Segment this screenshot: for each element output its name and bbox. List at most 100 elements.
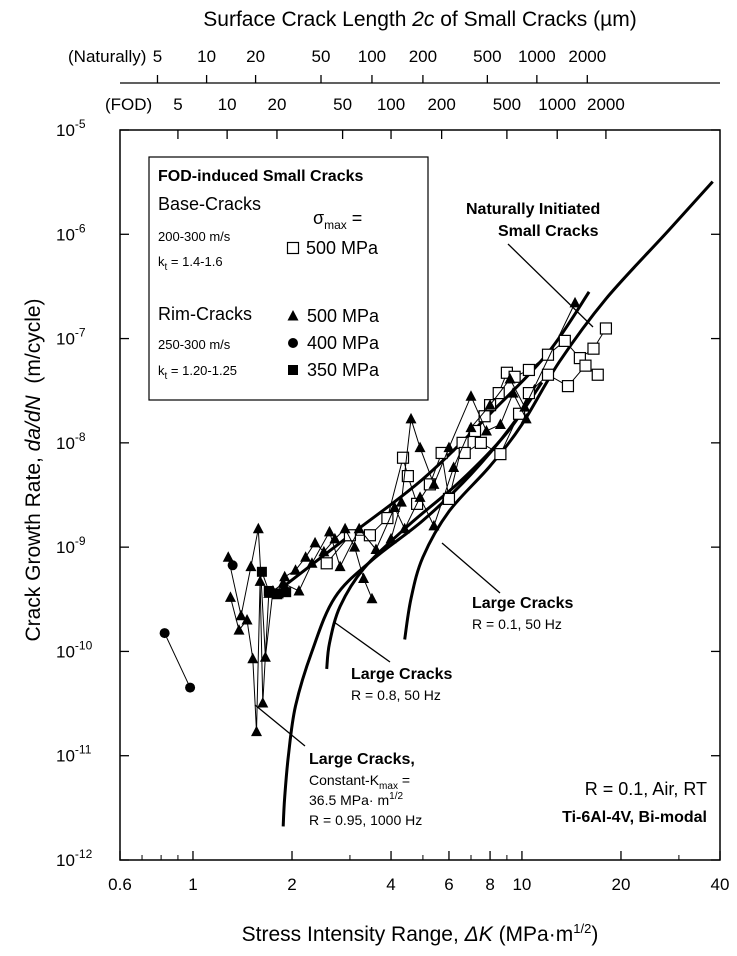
legend-rim-stress-400: 400 MPa [307, 333, 380, 353]
x-tick-label: 20 [612, 875, 631, 894]
point-filled-triangle [323, 525, 335, 537]
x-axis-ticks: 0.6 1 2 4 6 8 10 20 40 [108, 851, 729, 894]
annotation-large1-cond: R = 0.1, 50 Hz [472, 616, 562, 632]
top-fod-tick-label: 100 [377, 95, 405, 114]
point-filled-triangle [279, 570, 291, 582]
point-filled-triangle [233, 624, 245, 635]
annotation-large2-cond: R = 0.8, 50 Hz [351, 687, 441, 703]
legend-rim-kt: kt = 1.20-1.25 [158, 363, 237, 382]
point-open-square [320, 557, 333, 570]
top-natural-tick-label: 2000 [568, 47, 606, 66]
x-tick-label: 1 [188, 875, 197, 894]
x-tick-label: 4 [386, 875, 395, 894]
curve-line [403, 180, 714, 640]
top-natural-tick-label: 100 [358, 47, 386, 66]
point-open-square [363, 529, 377, 542]
point-filled-triangle [334, 560, 346, 572]
top-fod-tick-label: 500 [493, 95, 521, 114]
y-tick-label: 10-8 [56, 430, 86, 453]
top-axis-naturally-label: (Naturally) [68, 47, 146, 66]
point-filled-triangle [224, 591, 236, 602]
point-filled-triangle [443, 441, 455, 453]
point-filled-triangle [405, 412, 417, 424]
material-name: Ti-6Al-4V, Bi-modal [562, 809, 707, 826]
legend-marker-open-square [286, 241, 300, 255]
point-filled-triangle [480, 424, 492, 436]
point-filled-triangle [318, 545, 330, 557]
point-filled-triangle [507, 387, 519, 398]
point-open-square [591, 368, 604, 381]
top-fod-tick-label: 20 [267, 95, 286, 114]
point-filled-triangle [245, 560, 257, 572]
point-open-square [396, 451, 410, 464]
point-filled-triangle [235, 609, 247, 621]
series-connector [164, 632, 191, 688]
x-tick-label: 6 [444, 875, 453, 894]
point-open-square [286, 241, 300, 255]
data-series [159, 296, 613, 737]
top-fod-tick-label: 10 [218, 95, 237, 114]
x-axis-title: Stress Intensity Range, ΔK (MPa·m1/2) [242, 921, 599, 946]
point-filled-triangle [448, 461, 460, 473]
point-open-square [458, 446, 471, 460]
top-fod-tick-label: 1000 [538, 95, 576, 114]
point-filled-triangle [257, 697, 269, 708]
y-tick-label: 10-7 [56, 326, 86, 349]
x-tick-label: 2 [287, 875, 296, 894]
top-axis-fod-label: (FOD) [105, 95, 152, 114]
point-filled-triangle [395, 496, 407, 507]
annotation-natural-2: Small Cracks [498, 223, 599, 240]
legend-rim-stress-500: 500 MPa [307, 306, 380, 326]
point-filled-triangle [370, 543, 382, 554]
annotation-large3-line3: 36.5 MPa· m1/2 [309, 791, 403, 808]
point-filled-triangle [366, 592, 378, 604]
series-group [256, 566, 292, 599]
top-fod-tick-label: 2000 [587, 95, 625, 114]
legend: FOD-induced Small Cracks Base-Cracks 200… [148, 156, 429, 401]
point-filled-triangle [277, 577, 289, 588]
point-filled-triangle [254, 575, 266, 586]
y-tick-label: 10-9 [56, 534, 86, 557]
point-filled-triangle [484, 399, 496, 410]
leader-large2 [333, 621, 391, 663]
point-open-square [442, 492, 456, 506]
point-filled-square [288, 365, 298, 375]
point-filled-square [273, 588, 284, 599]
point-filled-triangle [428, 519, 440, 531]
x-tick-label: 10 [512, 875, 531, 894]
point-open-square [522, 387, 536, 400]
y-tick-label: 10-11 [56, 743, 92, 766]
point-open-square [599, 322, 613, 335]
leader-large3 [254, 704, 306, 747]
top-fod-tick-label: 50 [333, 95, 352, 114]
point-filled-circle [227, 560, 238, 571]
leader-natural [507, 243, 594, 328]
annotation-natural-1: Naturally Initiated [466, 201, 600, 218]
point-open-square [474, 436, 487, 449]
annotation-large3-line2: Constant-Kmax = [309, 772, 410, 792]
legend-base-kt: kt = 1.4-1.6 [158, 254, 223, 273]
annotation-large3-line4: R = 0.95, 1000 Hz [309, 812, 422, 828]
legend-box [148, 156, 429, 401]
annotation-large1-title: Large Cracks [472, 595, 573, 612]
x-tick-label: 0.6 [108, 875, 132, 894]
annotation-large3-title: Large Cracks, [309, 751, 415, 768]
point-filled-triangle [389, 501, 401, 512]
series-group [159, 560, 238, 693]
y-tick-label: 10-12 [56, 847, 93, 870]
leader-large1 [441, 542, 501, 594]
point-open-square [561, 380, 575, 393]
legend-rim-label: Rim-Cracks [158, 304, 252, 324]
point-filled-triangle [414, 441, 426, 453]
point-open-square [558, 334, 571, 347]
point-filled-triangle [569, 296, 581, 308]
legend-base-label: Base-Cracks [158, 194, 261, 214]
point-filled-triangle [290, 564, 302, 575]
point-filled-triangle [329, 532, 341, 544]
annotation-large2-title: Large Cracks [351, 666, 452, 683]
x-tick-label: 40 [711, 875, 730, 894]
large-crack-curves [279, 180, 714, 827]
legend-base-stress: 500 MPa [306, 238, 379, 258]
legend-rim-markers [287, 310, 299, 375]
